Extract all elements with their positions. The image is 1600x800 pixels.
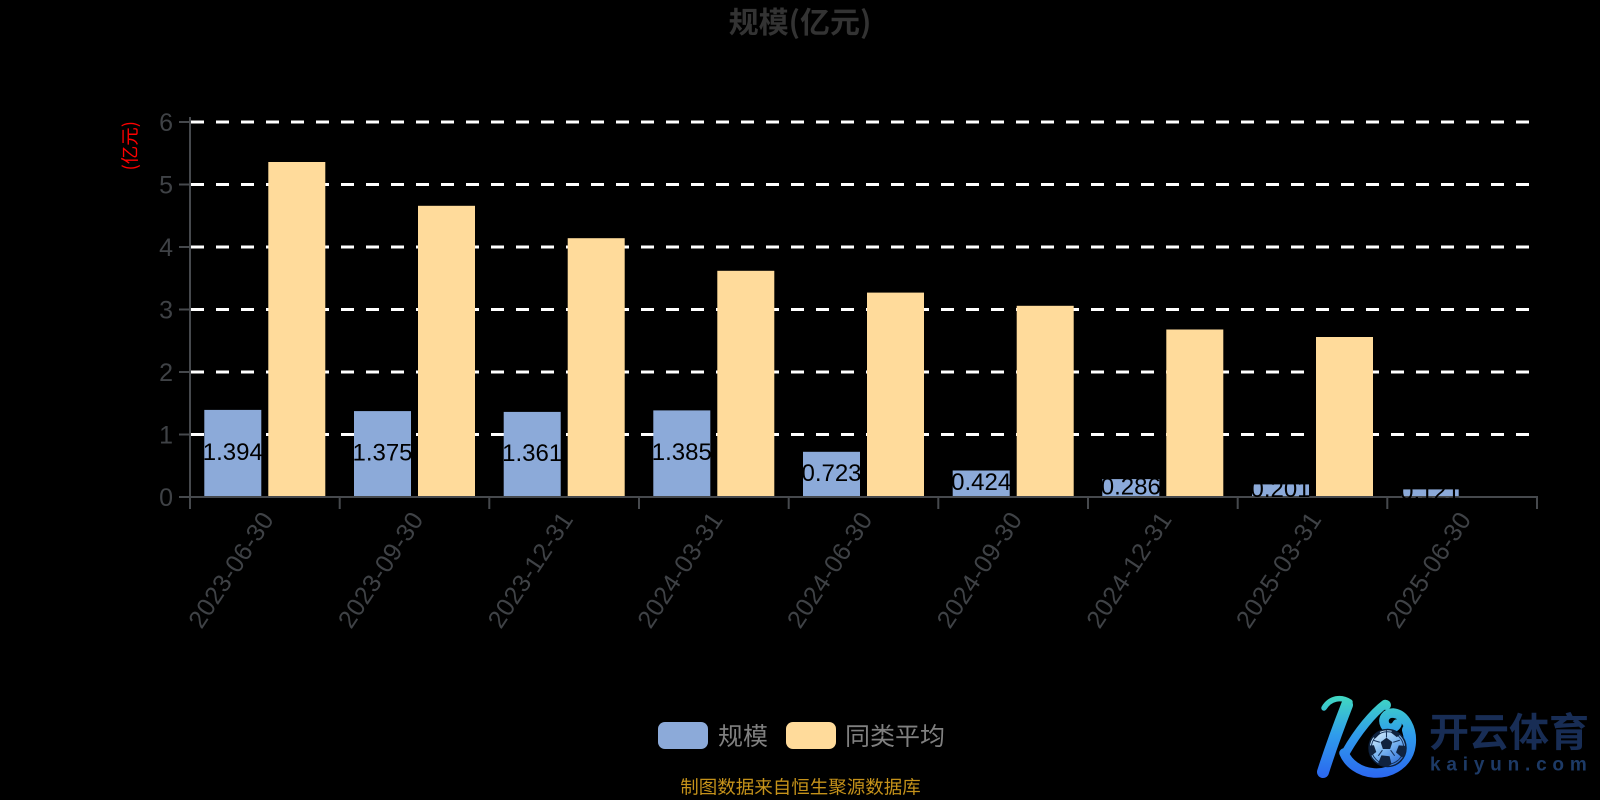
svg-text:4: 4 (159, 234, 173, 262)
svg-text:6: 6 (159, 109, 173, 137)
svg-text:kaiyun.com: kaiyun.com (1430, 755, 1593, 776)
svg-text:0.201: 0.201 (1250, 476, 1310, 503)
svg-text:1.361: 1.361 (502, 440, 562, 467)
svg-text:0.286: 0.286 (1101, 474, 1161, 501)
svg-text:5: 5 (159, 172, 173, 200)
svg-text:1.394: 1.394 (203, 439, 263, 466)
svg-text:0.121: 0.121 (1400, 479, 1460, 506)
svg-text:3: 3 (159, 297, 173, 325)
svg-text:1.375: 1.375 (352, 440, 412, 467)
svg-text:0: 0 (159, 484, 173, 512)
svg-text:0.424: 0.424 (951, 469, 1011, 496)
svg-text:1.385: 1.385 (652, 439, 712, 466)
svg-text:2: 2 (159, 359, 173, 387)
svg-text:1: 1 (159, 422, 173, 450)
svg-text:0.723: 0.723 (801, 460, 861, 487)
